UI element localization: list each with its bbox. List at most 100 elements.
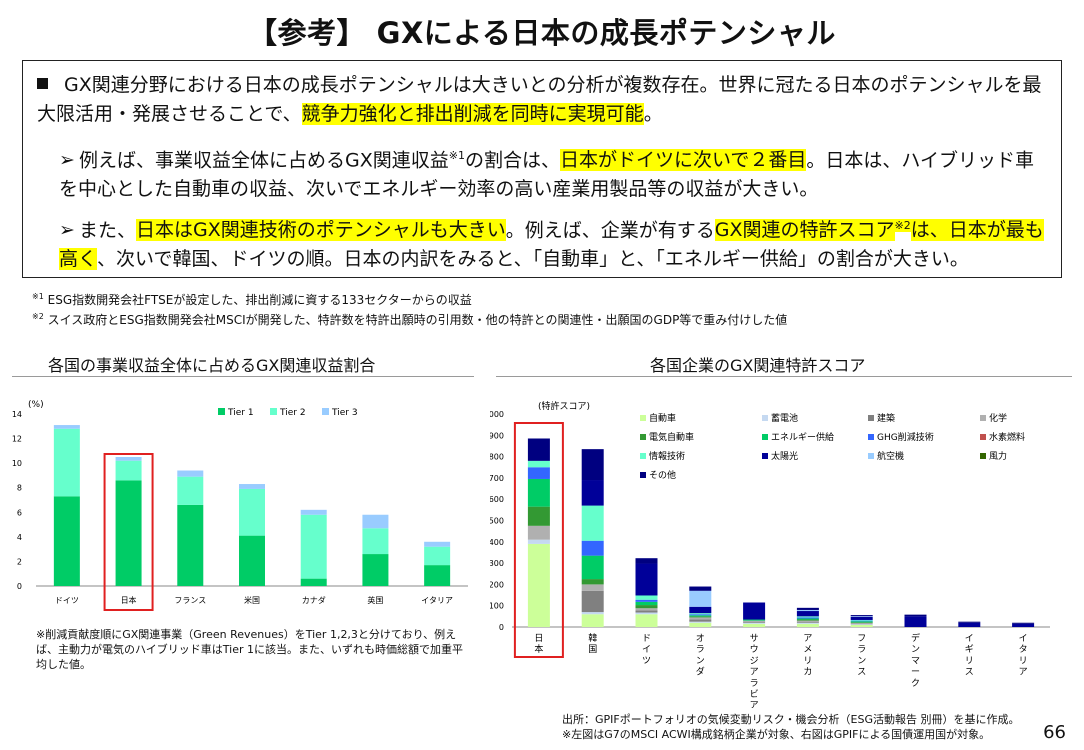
legend-label: GHG削減技術 xyxy=(877,431,934,443)
bar-segment xyxy=(581,480,604,506)
legend-label: 電気自動車 xyxy=(649,431,694,443)
right-title-underline xyxy=(496,376,1072,377)
legend-swatch xyxy=(980,453,986,459)
y-tick-label: 700 xyxy=(490,474,504,483)
x-tick-label: フランス xyxy=(857,634,866,678)
bar-segment xyxy=(424,541,451,547)
bar-segment xyxy=(300,509,327,515)
p3-footnote-mark: ※2 xyxy=(894,219,911,232)
left-chart-title: 各国の事業収益全体に占めるGX関連収益割合 xyxy=(48,356,376,375)
x-tick-label: イタリア xyxy=(1019,634,1028,678)
y-tick-label: 6 xyxy=(17,508,22,517)
p2-text-b: の割合は、 xyxy=(464,149,560,172)
p1-text-a: GX関連分野における日本の成長ポテンシャルは大きいとの分析が複数存在。世界に冠た… xyxy=(37,74,1042,125)
bar-segment xyxy=(635,612,658,615)
bar-segment xyxy=(743,622,766,624)
bar-segment xyxy=(689,586,712,591)
bar-segment xyxy=(796,617,819,619)
summary-paragraph-2: ➢ 例えば、事業収益全体に占めるGX関連収益※1の割合は、日本がドイツに次いで２番… xyxy=(59,141,1049,204)
y-tick-label: 12 xyxy=(12,435,22,444)
legend-label: Tier 1 xyxy=(227,408,254,418)
legend-swatch xyxy=(980,434,986,440)
bar-segment xyxy=(239,535,265,586)
footnote-1-mark: ※1 xyxy=(32,292,44,301)
legend-swatch xyxy=(640,434,646,440)
legend-swatch xyxy=(868,453,874,459)
legend-label: 自動車 xyxy=(649,412,676,424)
p1-highlight: 競争力強化と排出削減を同時に実現可能 xyxy=(301,103,644,125)
bar-segment xyxy=(904,616,927,627)
p2-text-a: 例えば、事業収益全体に占めるGX関連収益 xyxy=(79,149,449,172)
bar-segment xyxy=(850,620,873,622)
bar-segment xyxy=(689,622,712,627)
footnote-1: ※1 ESG指数開発会社FTSEが設定した、排出削減に資する133セクターからの… xyxy=(32,291,472,308)
legend-swatch xyxy=(640,453,646,459)
x-tick-label: イタリア xyxy=(421,596,453,605)
p3-text-b: 。例えば、企業が有する xyxy=(505,219,715,242)
bar-segment xyxy=(581,505,604,541)
bar-segment xyxy=(796,623,819,627)
bar-segment xyxy=(689,614,712,616)
bar-segment xyxy=(850,619,873,621)
left-title-underline xyxy=(12,376,474,377)
bar-segment xyxy=(239,484,265,489)
legend-label: Tier 3 xyxy=(331,408,358,418)
bar-segment xyxy=(53,428,80,497)
right-chart-title: 各国企業のGX関連特許スコア xyxy=(650,356,866,375)
bar-segment xyxy=(581,555,604,580)
y-tick-label: 2 xyxy=(17,557,22,566)
bar-segment xyxy=(581,540,604,556)
bar-segment xyxy=(527,478,550,507)
bar-segment xyxy=(796,616,819,618)
y-axis-label: (特許スコア) xyxy=(538,400,590,412)
bar-segment xyxy=(581,590,604,613)
summary-paragraph-3: ➢ また、日本はGX関連技術のポテンシャルも大きい。例えば、企業が有するGX関連の… xyxy=(59,211,1049,274)
legend-label: 化学 xyxy=(989,412,1007,424)
square-bullet-icon xyxy=(37,78,48,89)
bar-segment xyxy=(796,620,819,622)
arrow-bullet-icon: ➢ xyxy=(59,219,75,242)
bar-segment xyxy=(581,614,604,627)
bar-segment xyxy=(53,496,80,586)
x-tick-label: オランダ xyxy=(696,633,705,678)
bar-segment xyxy=(689,616,712,618)
bar-segment xyxy=(689,617,712,620)
y-tick-label: 900 xyxy=(490,431,504,440)
bar-segment xyxy=(958,621,981,623)
bar-segment xyxy=(635,601,658,606)
page-number: 66 xyxy=(1043,722,1066,743)
x-tick-label: アメリカ xyxy=(803,634,812,678)
bar-segment xyxy=(239,488,265,536)
bar-segment xyxy=(689,613,712,615)
bar-segment xyxy=(1012,622,1035,624)
legend-swatch xyxy=(218,408,225,415)
bar-segment xyxy=(796,609,819,612)
bar-segment xyxy=(177,504,204,586)
y-tick-label: 400 xyxy=(490,538,504,547)
bar-segment xyxy=(635,599,658,602)
p3-text-c: 、次いで韓国、ドイツの順。日本の内訳をみると、「自動車」と、「エネルギー供給」の… xyxy=(97,248,969,271)
page-title: 【参考】 GXによる日本の成長ポテンシャル xyxy=(248,16,836,50)
bar-segment xyxy=(177,470,204,477)
left-chart-note: ※削減貢献度順にGX関連事業（Green Revenues）をTier 1,2,… xyxy=(36,628,463,671)
bar-segment xyxy=(743,623,766,627)
bar-segment xyxy=(527,460,550,468)
p2-highlight: 日本がドイツに次いで２番目 xyxy=(559,149,807,172)
bar-segment xyxy=(1012,623,1035,627)
bar-segment xyxy=(635,610,658,613)
bar-segment xyxy=(527,506,550,526)
legend-label: 風力 xyxy=(989,450,1007,462)
bar-segment xyxy=(177,476,204,505)
bar-segment xyxy=(689,615,712,617)
y-tick-label: 300 xyxy=(490,559,504,568)
bar-segment xyxy=(115,460,142,481)
bar-segment xyxy=(527,543,550,627)
bar-segment xyxy=(527,539,550,544)
bar-segment xyxy=(635,608,658,611)
bar-segment xyxy=(796,618,819,620)
bar-segment xyxy=(850,616,873,620)
x-tick-label: 英国 xyxy=(367,595,383,605)
bar-segment xyxy=(527,525,550,540)
x-tick-label: イギリス xyxy=(965,634,974,678)
legend-label: 情報技術 xyxy=(649,450,685,462)
